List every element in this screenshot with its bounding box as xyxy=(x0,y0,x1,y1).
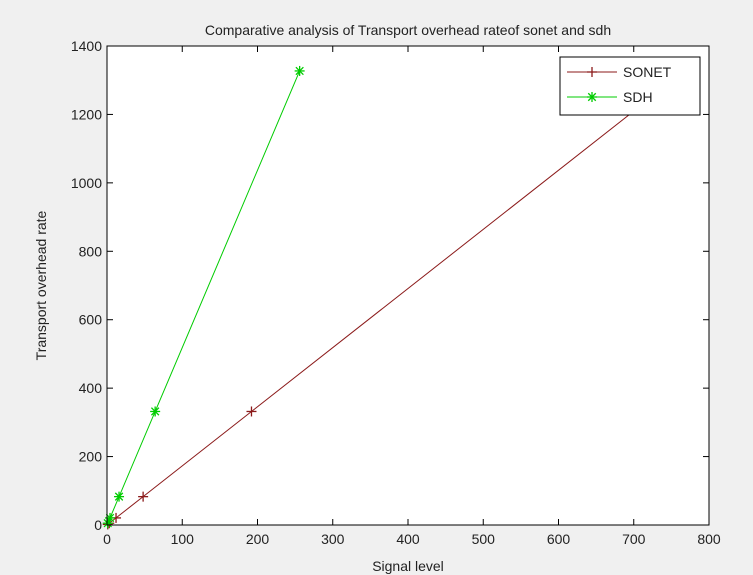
x-axis-title: Signal level xyxy=(372,558,444,574)
legend-label-sdh: SDH xyxy=(623,89,653,105)
data-point-sdh xyxy=(294,65,305,76)
legend: SONET SDH xyxy=(559,56,701,116)
y-tick-label: 600 xyxy=(79,312,103,328)
legend-label-sonet: SONET xyxy=(623,64,672,80)
data-point-sdh xyxy=(114,491,125,502)
data-point-sonet xyxy=(246,406,257,417)
y-tick-label: 0 xyxy=(94,517,102,533)
y-axis-title: Transport overhead rate xyxy=(33,210,49,360)
y-tick-label: 1000 xyxy=(71,175,102,191)
x-tick-label: 400 xyxy=(396,531,420,547)
y-tick-label: 1200 xyxy=(71,106,102,122)
legend-marker-sonet xyxy=(587,67,597,77)
x-tick-label: 100 xyxy=(171,531,195,547)
x-tick-label: 700 xyxy=(622,531,646,547)
data-point-sonet xyxy=(138,491,149,502)
chart-title: Comparative analysis of Transport overhe… xyxy=(205,22,611,38)
data-point-sdh xyxy=(150,406,161,417)
y-tick-label: 800 xyxy=(79,243,103,259)
x-tick-label: 500 xyxy=(472,531,496,547)
x-tick-label: 200 xyxy=(246,531,270,547)
y-axis-ticks: 0 200 400 600 800 1000 1200 1400 xyxy=(71,38,709,533)
x-axis-ticks: 0 100 200 300 400 500 600 700 800 xyxy=(103,46,721,547)
x-tick-label: 800 xyxy=(697,531,721,547)
legend-marker-sdh xyxy=(587,92,597,102)
x-tick-label: 0 xyxy=(103,531,111,547)
legend-entry-sonet: SONET xyxy=(567,64,672,80)
legend-entry-sdh: SDH xyxy=(567,89,653,105)
plot-frame xyxy=(106,45,710,526)
plot-area xyxy=(107,46,709,525)
x-tick-label: 300 xyxy=(321,531,345,547)
x-tick-label: 600 xyxy=(547,531,571,547)
y-tick-label: 200 xyxy=(79,449,103,465)
data-point-sdh xyxy=(105,512,116,523)
legend-box xyxy=(559,56,701,116)
y-tick-label: 1400 xyxy=(71,38,102,54)
y-tick-label: 400 xyxy=(79,380,103,396)
